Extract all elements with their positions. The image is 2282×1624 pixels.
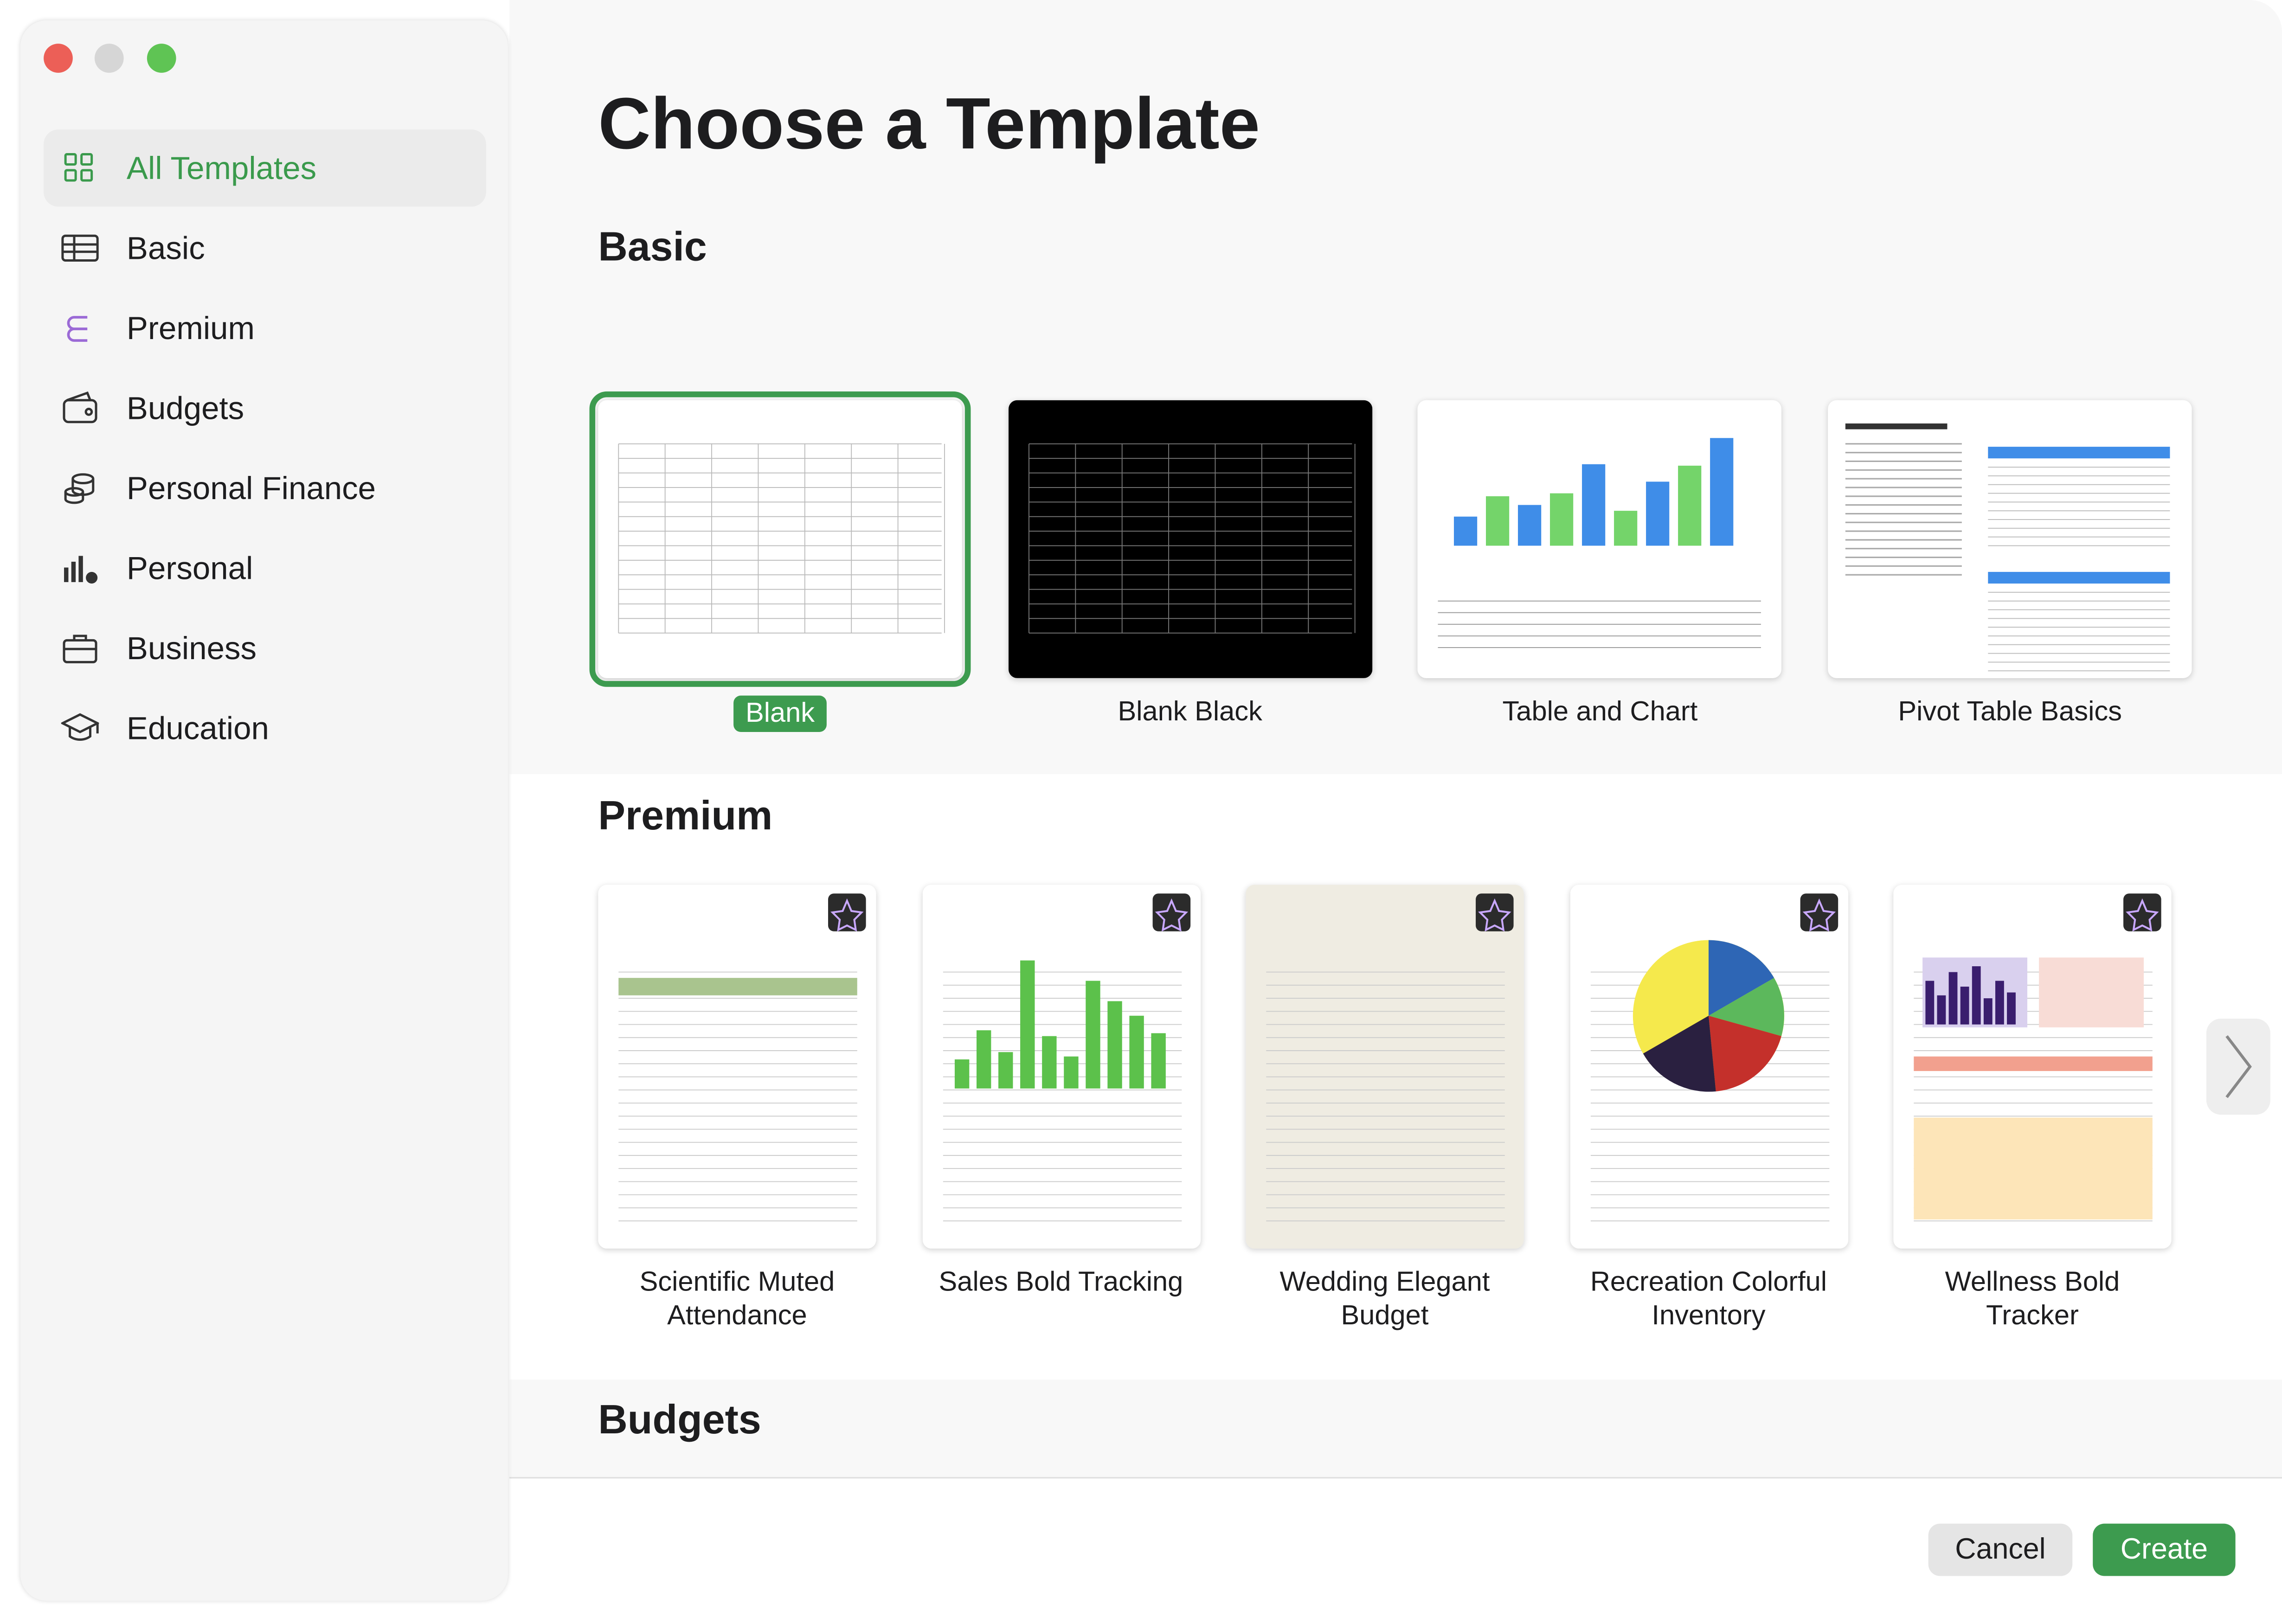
template-thumbnail[interactable] bbox=[1008, 400, 1372, 678]
sidebar-icon bbox=[67, 316, 88, 342]
sidebar-item[interactable]: Personal bbox=[44, 530, 486, 607]
sidebar-label: Education bbox=[126, 710, 269, 747]
section-title: Budgets bbox=[598, 1397, 761, 1442]
template-name-wrap: Table and Chart bbox=[1382, 696, 1818, 729]
template-name: Scientific Muted Attendance bbox=[639, 1267, 835, 1332]
sidebar-icon bbox=[61, 234, 99, 262]
template-name-wrap: Wedding Elegant Budget bbox=[1225, 1266, 1545, 1333]
sidebar-label: Personal bbox=[126, 550, 253, 587]
template-thumbnail[interactable] bbox=[589, 391, 971, 687]
template-name: Wellness Bold Tracker bbox=[1945, 1267, 2120, 1332]
budgets-band bbox=[509, 1379, 2282, 1479]
sidebar-icon bbox=[61, 713, 99, 741]
section-title: Premium bbox=[598, 793, 773, 838]
template-thumbnail[interactable] bbox=[1418, 400, 1782, 678]
sidebar-icon bbox=[64, 473, 95, 504]
cancel-button[interactable]: Cancel bbox=[1928, 1523, 2073, 1576]
template-thumbnail[interactable] bbox=[922, 885, 1200, 1249]
sidebar-item[interactable]: All Templates bbox=[44, 129, 486, 207]
sidebar-icon bbox=[63, 635, 97, 663]
page-title: Choose a Template bbox=[598, 83, 1260, 165]
thumbnail-art bbox=[1246, 885, 1524, 1249]
minimize-button[interactable] bbox=[94, 44, 124, 73]
section-title: Basic bbox=[598, 224, 707, 270]
template-thumbnail[interactable] bbox=[1246, 885, 1524, 1249]
thumbnail-art bbox=[1418, 400, 1782, 678]
template-name-wrap: Wellness Bold Tracker bbox=[1872, 1266, 2192, 1333]
close-button[interactable] bbox=[44, 44, 73, 73]
sidebar-item[interactable]: Business bbox=[44, 610, 486, 687]
sidebar-item[interactable]: Budgets bbox=[44, 370, 486, 447]
sidebar-label: All Templates bbox=[126, 150, 317, 186]
template-thumbnail[interactable] bbox=[1828, 400, 2192, 678]
sidebar-item[interactable]: Education bbox=[44, 690, 486, 767]
template-name: Wedding Elegant Budget bbox=[1279, 1267, 1490, 1332]
template-thumbnail[interactable] bbox=[1893, 885, 2172, 1249]
template-name-wrap: Blank Black bbox=[972, 696, 1408, 729]
template-name-wrap: Scientific Muted Attendance bbox=[577, 1266, 897, 1333]
sidebar-item[interactable]: Basic bbox=[44, 210, 486, 287]
create-button[interactable]: Create bbox=[2093, 1523, 2236, 1576]
template-name: Sales Bold Tracking bbox=[939, 1267, 1183, 1298]
template-name: Table and Chart bbox=[1502, 697, 1698, 728]
template-name: Blank bbox=[733, 695, 827, 732]
template-name-wrap: Blank bbox=[562, 695, 998, 732]
thumbnail-art bbox=[1893, 885, 2172, 1249]
template-name: Pivot Table Basics bbox=[1898, 697, 2122, 728]
thumbnail-art bbox=[1569, 885, 1848, 1249]
sidebar-label: Premium bbox=[126, 310, 255, 347]
sidebar-icon bbox=[63, 391, 97, 424]
next-arrow[interactable] bbox=[2206, 1018, 2270, 1115]
sidebar-item[interactable]: Personal Finance bbox=[44, 449, 486, 526]
sidebar-icon bbox=[64, 153, 93, 182]
thumbnail-art bbox=[598, 885, 876, 1249]
sidebar-item[interactable]: Premium bbox=[44, 289, 486, 366]
template-thumbnail[interactable] bbox=[1569, 885, 1848, 1249]
template-name: Recreation Colorful Inventory bbox=[1590, 1267, 1827, 1332]
sidebar-label: Budgets bbox=[126, 390, 244, 427]
thumbnail-art bbox=[1828, 400, 2192, 678]
sidebar-icon bbox=[64, 556, 98, 584]
sidebar-label: Business bbox=[126, 630, 257, 667]
sidebar-label: Personal Finance bbox=[126, 470, 376, 507]
window-controls bbox=[44, 44, 176, 73]
thumbnail-art bbox=[922, 885, 1200, 1249]
thumbnail-art bbox=[1008, 400, 1372, 678]
thumbnail-art bbox=[598, 400, 962, 678]
sidebar bbox=[20, 20, 508, 1601]
template-name: Blank Black bbox=[1118, 697, 1262, 728]
template-name-wrap: Sales Bold Tracking bbox=[901, 1266, 1221, 1299]
template-name-wrap: Pivot Table Basics bbox=[1792, 696, 2228, 729]
template-name-wrap: Recreation Colorful Inventory bbox=[1549, 1266, 1869, 1333]
zoom-button[interactable] bbox=[147, 44, 176, 73]
template-thumbnail[interactable] bbox=[598, 885, 876, 1249]
sidebar-label: Basic bbox=[126, 230, 205, 267]
